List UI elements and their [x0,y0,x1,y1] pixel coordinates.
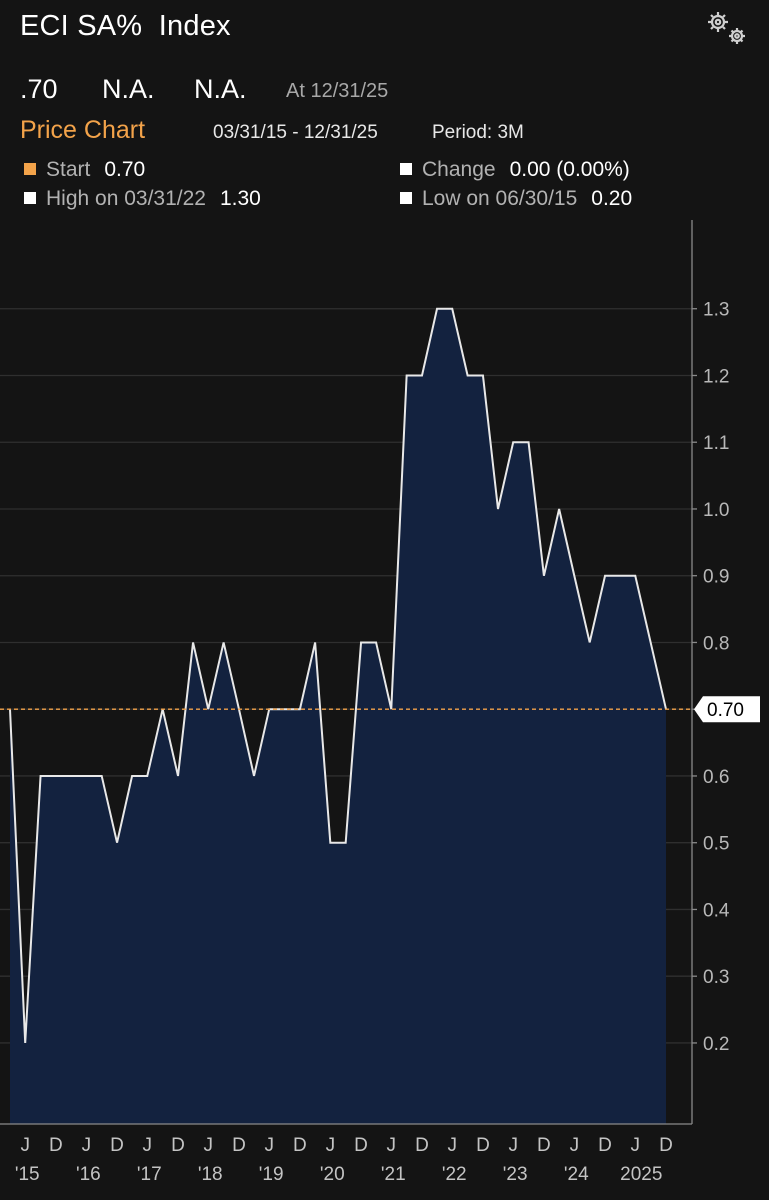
y-tick-label: 0.2 [703,1034,729,1055]
last-value: .70 [20,74,58,104]
y-tick-label: 0.4 [703,900,730,921]
y-tick-label: 1.0 [703,500,729,521]
x-tick-label: D [537,1135,551,1156]
x-tick-label: J [387,1135,397,1156]
low-value: 0.20 [591,187,633,210]
start-value: 0.70 [104,158,146,181]
y-tick-label: 1.3 [703,300,729,321]
x-tick-year: '24 [564,1164,589,1185]
x-tick-label: J [203,1135,213,1156]
low-marker [400,192,412,204]
x-tick-label: D [354,1135,368,1156]
stat-low: Low on 06/30/15 0.20 [400,187,632,211]
x-tick-label: J [508,1135,518,1156]
low-label: Low on 06/30/15 [422,187,578,210]
x-tick-year: '18 [198,1164,223,1185]
x-tick-year: '23 [503,1164,528,1185]
x-axis-ticks: J'15D J'16D J'17D J'18D J'19D J'20D J'21D J'22D… [15,1135,673,1185]
y-axis-ticks: 0.20.30.40.50.60.70.80.91.01.11.21.3 [692,300,730,1055]
x-tick-label: D [598,1135,612,1156]
start-marker [24,163,36,175]
high-marker [24,192,36,204]
y-tick-label: 0.3 [703,967,729,988]
x-tick-label: D [49,1135,63,1156]
y-tick-label: 0.6 [703,767,729,788]
x-tick-year: '16 [76,1164,101,1185]
x-tick-year: '21 [381,1164,406,1185]
y-tick-label: 0.9 [703,567,729,588]
x-tick-label: D [476,1135,490,1156]
area-fill [10,308,666,1125]
x-tick-label: J [631,1135,641,1156]
x-tick-label: J [570,1135,580,1156]
change-marker [400,163,412,175]
change-label: Change [422,158,496,181]
high-value: 1.30 [219,187,261,210]
change-value: 0.00 (0.00%) [509,158,630,181]
y-tick-label: 1.1 [703,433,729,454]
x-tick-label: J [82,1135,92,1156]
x-tick-year: '19 [259,1164,284,1185]
y-tick-label: 0.5 [703,834,729,855]
last-price-label: 0.70 [707,700,744,721]
stat-start: Start 0.70 [24,158,145,182]
last-price-tag-bg [694,696,760,723]
field-3: N.A. [194,74,247,104]
field-2: N.A. [102,74,155,104]
x-tick-label: J [326,1135,336,1156]
x-tick-label: J [143,1135,153,1156]
x-tick-label: D [415,1135,429,1156]
start-label: Start [46,158,91,181]
price-chart[interactable]: 0.20.30.40.50.60.70.80.91.01.11.21.3 J'1… [0,220,769,1200]
x-tick-label: J [264,1135,274,1156]
date-range[interactable]: 03/31/15 - 12/31/25 [213,122,378,143]
stat-high: High on 03/31/22 1.30 [24,187,261,211]
x-tick-label: D [293,1135,307,1156]
x-tick-label: D [171,1135,185,1156]
gear-icon[interactable] [702,8,750,48]
series-line [9,307,667,1044]
x-tick-label: D [232,1135,246,1156]
y-tick-label: 1.2 [703,366,729,387]
as-of-date: At 12/31/25 [286,80,389,102]
x-tick-label: J [447,1135,457,1156]
x-tick-label: D [659,1135,673,1156]
x-tick-year: 2025 [620,1164,662,1185]
x-tick-year: '15 [15,1164,40,1185]
axes [0,220,693,1125]
stat-change: Change 0.00 (0.00%) [400,158,630,182]
x-tick-label: D [110,1135,124,1156]
x-tick-year: '22 [442,1164,467,1185]
x-tick-label: J [20,1135,30,1156]
price-chart-label[interactable]: Price Chart [20,116,146,144]
last-price-tag: 0.70 [694,696,760,723]
x-tick-year: '20 [320,1164,345,1185]
x-tick-year: '17 [137,1164,162,1185]
page-title: ECI SA% Index [20,10,231,42]
high-label: High on 03/31/22 [46,187,206,210]
y-tick-label: 0.8 [703,633,729,654]
period-label[interactable]: Period: 3M [432,122,524,143]
